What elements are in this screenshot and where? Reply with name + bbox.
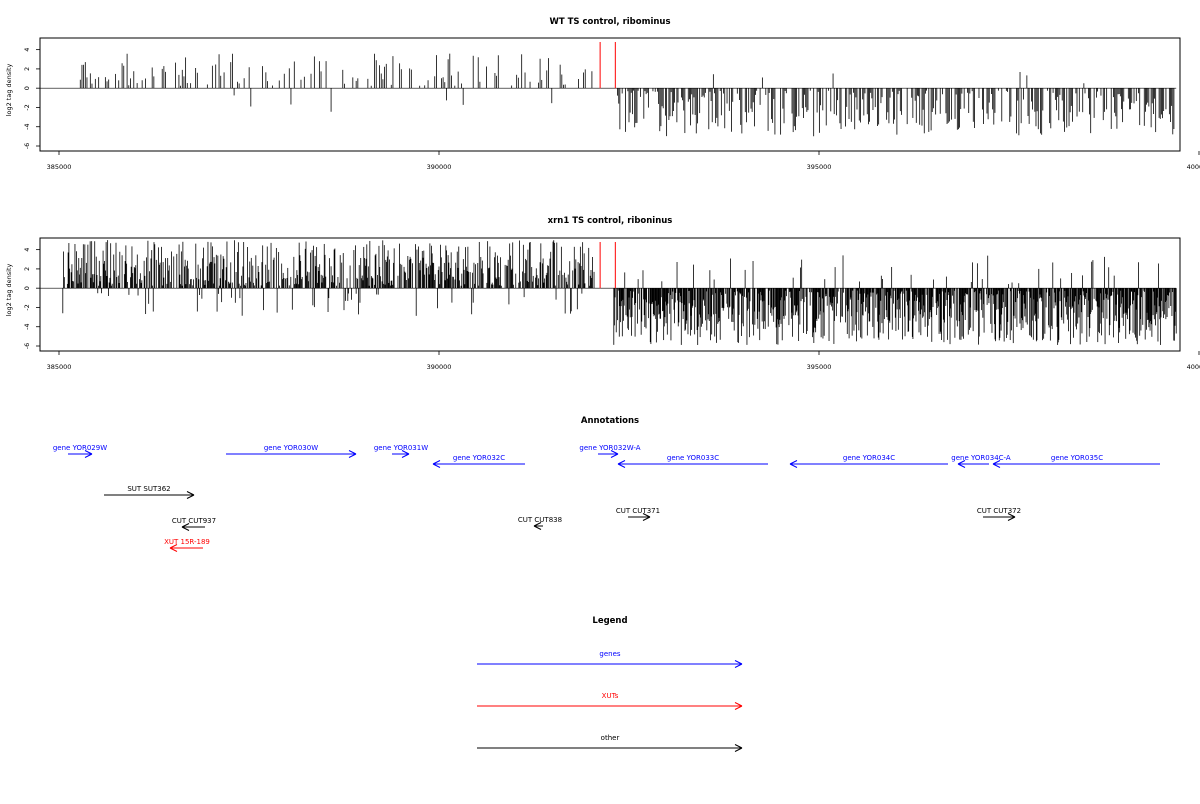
legend: Legend genes XUTs other [477,616,743,752]
feature-label: CUT CUT371 [616,507,660,515]
x-tick-label: 385000 [47,163,72,171]
y-tick-label: 2 [23,267,31,271]
feature: CUT CUT372 [977,507,1021,521]
feature-label: XUT 15R-189 [164,538,210,546]
feature: gene YOR032W-A [579,444,641,458]
feature-arrow [992,460,1160,468]
feature-arrow [533,522,543,530]
feature: XUT 15R-189 [164,538,210,552]
feature-arrow [169,544,203,552]
y-tick-label: 4 [23,48,31,52]
feature: CUT CUT838 [518,516,562,530]
feature-label: gene YOR035C [1051,454,1103,462]
feature-arrow [789,460,948,468]
feature: gene YOR030W [226,444,357,458]
wt-panel-title: WT TS control, ribominus [549,17,670,27]
y-tick-label: -4 [23,323,31,329]
feature-label: gene YOR033C [667,454,719,462]
feature-label: gene YOR029W [53,444,107,452]
feature-arrow [957,460,989,468]
feature-arrow [983,513,1016,521]
feature-arrow [181,523,205,531]
feature: SUT SUT362 [104,485,195,499]
feature: gene YOR031W [374,444,428,458]
feature-arrow [104,491,195,499]
x-tick-label: 400000 [1187,363,1200,371]
y-tick-label: -2 [23,304,31,310]
legend-label: other [601,734,620,742]
feature-arrow [68,450,93,458]
feature-label: gene YOR032C [453,454,505,462]
y-tick-label: 0 [23,86,31,90]
feature-arrow [628,513,651,521]
y-tick-label: -4 [23,123,31,129]
annotations-track: Annotations gene YOR029W gene YOR030W gene… [53,416,1160,552]
legend-arrow [477,702,743,710]
wt-panel-x-axis: 385000 390000 395000 400000 [47,151,1200,171]
feature: gene YOR035C [992,454,1160,468]
legend-item: XUTs [477,692,743,710]
feature-arrow [226,450,357,458]
wt-panel-bars [79,53,1175,137]
y-tick-label: 2 [23,67,31,71]
wt-panel-frame [39,37,1181,152]
feature-arrow [392,450,410,458]
feature: gene YOR034C-A [951,454,1011,468]
xrn1-panel-ylabel: log2 tag density [5,264,13,317]
x-tick-label: 400000 [1187,163,1200,171]
x-tick-label: 385000 [47,363,72,371]
feature: gene YOR033C [617,454,768,468]
feature-label: SUT SUT362 [127,485,170,493]
feature-label: gene YOR032W-A [579,444,640,452]
feature: gene YOR034C [789,454,948,468]
y-tick-label: 0 [23,286,31,290]
legend-label: XUTs [602,692,619,700]
legend-items: genes XUTs other [477,650,743,752]
feature-label: gene YOR034C [843,454,895,462]
xrn1-panel-frame [39,237,1181,352]
xrn1-panel-bars [62,240,1177,345]
xrn1-panel: xrn1 TS control, riboninus log2 tag dens… [5,216,1200,371]
feature-label: CUT CUT937 [172,517,216,525]
wt-panel-y-axis: -6 -4 -2 0 2 4 [23,48,40,149]
feature-label: CUT CUT838 [518,516,562,524]
feature-list: gene YOR029W gene YOR030W gene YOR031W gene… [53,444,1160,552]
feature: CUT CUT371 [616,507,660,521]
wt-panel-ylabel: log2 tag density [5,64,13,117]
xrn1-panel-title: xrn1 TS control, riboninus [548,216,673,226]
feature-arrow [598,450,619,458]
x-tick-label: 395000 [807,163,832,171]
wt-panel-markers [599,42,616,89]
feature-label: gene YOR034C-A [951,454,1011,462]
xrn1-panel-y-axis: -6 -4 -2 0 2 4 [23,248,40,349]
feature-arrow [617,460,768,468]
feature: CUT CUT937 [172,517,216,531]
feature-label: CUT CUT372 [977,507,1021,515]
feature-label: gene YOR031W [374,444,428,452]
legend-arrow [477,744,743,752]
annotations-title: Annotations [581,416,639,426]
legend-title: Legend [592,616,627,626]
x-tick-label: 390000 [427,363,452,371]
feature: gene YOR029W [53,444,107,458]
x-tick-label: 395000 [807,363,832,371]
feature-label: gene YOR030W [264,444,318,452]
xrn1-panel-x-axis: 385000 390000 395000 400000 [47,351,1200,371]
xrn1-panel-markers [599,242,616,289]
y-tick-label: 4 [23,248,31,252]
y-tick-label: -2 [23,104,31,110]
wt-panel: WT TS control, ribominus log2 tag densit… [5,17,1200,171]
legend-label: genes [599,650,620,658]
legend-item: other [477,734,743,752]
y-tick-label: -6 [23,343,31,349]
legend-arrow [477,660,743,668]
y-tick-label: -6 [23,143,31,149]
feature: gene YOR032C [432,454,525,468]
x-tick-label: 390000 [427,163,452,171]
feature-arrow [432,460,525,468]
legend-item: genes [477,650,743,668]
